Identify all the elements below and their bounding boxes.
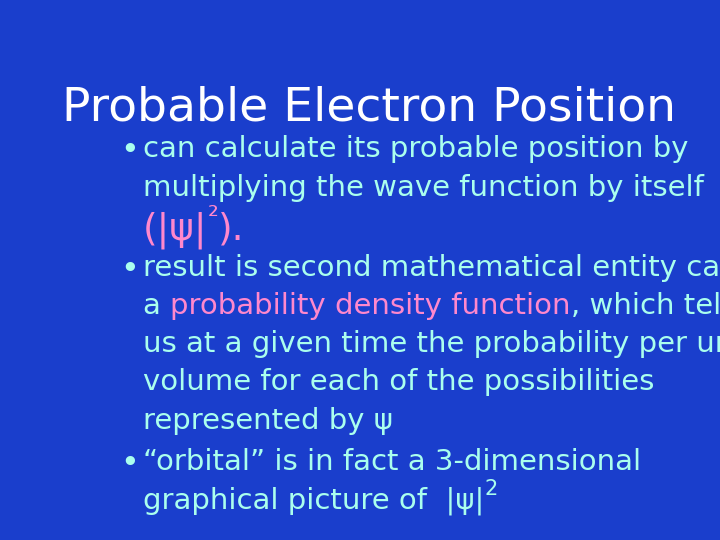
Text: Probable Electron Position: Probable Electron Position [62,85,676,131]
Text: probability density function: probability density function [170,292,571,320]
Text: 2: 2 [485,479,498,499]
Text: •: • [121,136,140,166]
Text: •: • [121,448,140,479]
Text: ²: ² [207,205,218,231]
Text: •: • [121,254,140,285]
Text: volume for each of the possibilities: volume for each of the possibilities [143,368,654,396]
Text: represented by ψ: represented by ψ [143,407,393,435]
Text: , which tells: , which tells [571,292,720,320]
Text: a: a [143,292,170,320]
Text: “orbital” is in fact a 3-dimensional: “orbital” is in fact a 3-dimensional [143,448,641,476]
Text: ).: ). [218,212,245,248]
Text: multiplying the wave function by itself: multiplying the wave function by itself [143,174,704,202]
Text: result is second mathematical entity called: result is second mathematical entity cal… [143,254,720,281]
Text: (|ψ|: (|ψ| [143,212,207,249]
Text: graphical picture of  |ψ|: graphical picture of |ψ| [143,487,485,515]
Text: can calculate its probable position by: can calculate its probable position by [143,136,688,164]
Text: us at a given time the probability per unit: us at a given time the probability per u… [143,330,720,358]
